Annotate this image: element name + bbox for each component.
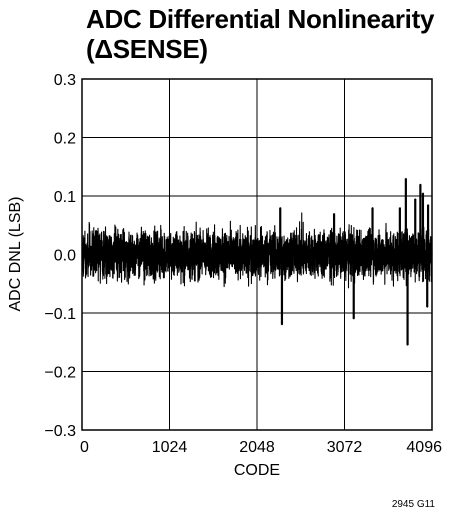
y-tick-label: −0.3 — [44, 423, 76, 440]
chart-title-line-1: ADC Differential Nonlinearity — [86, 4, 435, 34]
y-tick-label: 0.0 — [54, 248, 76, 265]
x-tick-label: 1024 — [152, 439, 188, 456]
chart-title-line-2: (ΔSENSE) — [86, 34, 208, 64]
y-tick-label: 0.3 — [54, 72, 76, 89]
y-tick-labels: −0.3 −0.2 −0.1 0.0 0.1 0.2 0.3 — [44, 72, 76, 440]
x-axis-label: CODE — [234, 462, 280, 479]
y-tick-label: 0.1 — [54, 189, 76, 206]
dnl-series — [81, 177, 433, 346]
dnl-trace — [81, 177, 433, 346]
y-tick-label: −0.2 — [44, 365, 76, 382]
x-tick-label: 2048 — [239, 439, 275, 456]
x-tick-labels: 0 1024 2048 3072 4096 — [80, 439, 442, 456]
chart-title: ADC Differential Nonlinearity (ΔSENSE) — [86, 4, 434, 64]
y-axis-label: ADC DNL (LSB) — [7, 197, 24, 312]
x-tick-label: 4096 — [406, 439, 442, 456]
y-tick-label: −0.1 — [44, 306, 76, 323]
y-tick-label: 0.2 — [54, 131, 76, 148]
x-tick-label: 0 — [80, 439, 89, 456]
plot-frame — [81, 78, 433, 431]
x-tick-label: 3072 — [327, 439, 363, 456]
figure-id: 2945 G11 — [391, 499, 435, 510]
